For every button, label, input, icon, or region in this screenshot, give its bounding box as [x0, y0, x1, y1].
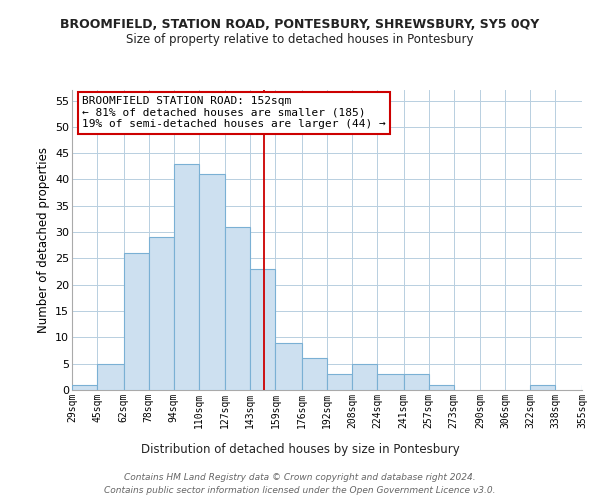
Bar: [404, 374, 428, 390]
Text: Contains public sector information licensed under the Open Government Licence v3: Contains public sector information licen…: [104, 486, 496, 495]
Bar: [199, 174, 226, 390]
Bar: [530, 384, 556, 390]
Bar: [428, 384, 454, 390]
Bar: [173, 164, 199, 390]
Text: BROOMFIELD STATION ROAD: 152sqm
← 81% of detached houses are smaller (185)
19% o: BROOMFIELD STATION ROAD: 152sqm ← 81% of…: [82, 96, 386, 129]
Text: Distribution of detached houses by size in Pontesbury: Distribution of detached houses by size …: [140, 442, 460, 456]
Text: BROOMFIELD, STATION ROAD, PONTESBURY, SHREWSBURY, SY5 0QY: BROOMFIELD, STATION ROAD, PONTESBURY, SH…: [61, 18, 539, 30]
Bar: [226, 227, 250, 390]
Bar: [149, 238, 173, 390]
Bar: [97, 364, 124, 390]
Bar: [302, 358, 327, 390]
Bar: [327, 374, 352, 390]
Bar: [582, 384, 600, 390]
Bar: [377, 374, 404, 390]
Y-axis label: Number of detached properties: Number of detached properties: [37, 147, 50, 333]
Bar: [352, 364, 377, 390]
Text: Size of property relative to detached houses in Pontesbury: Size of property relative to detached ho…: [126, 32, 474, 46]
Bar: [124, 253, 149, 390]
Bar: [250, 269, 275, 390]
Bar: [275, 342, 302, 390]
Text: Contains HM Land Registry data © Crown copyright and database right 2024.: Contains HM Land Registry data © Crown c…: [124, 472, 476, 482]
Bar: [72, 384, 97, 390]
